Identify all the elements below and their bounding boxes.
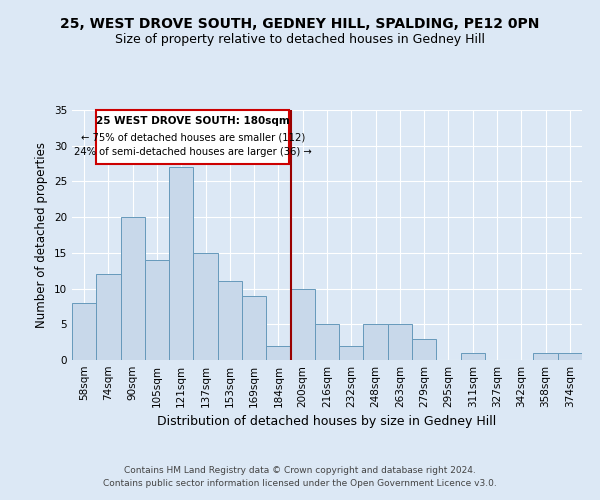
Bar: [121, 217, 145, 360]
Text: Size of property relative to detached houses in Gedney Hill: Size of property relative to detached ho…: [115, 32, 485, 46]
Y-axis label: Number of detached properties: Number of detached properties: [35, 142, 49, 328]
Bar: [290, 288, 315, 360]
Bar: [242, 296, 266, 360]
Bar: [412, 338, 436, 360]
Bar: [72, 303, 96, 360]
Bar: [339, 346, 364, 360]
Text: ← 75% of detached houses are smaller (112): ← 75% of detached houses are smaller (11…: [80, 132, 305, 142]
FancyBboxPatch shape: [96, 110, 289, 164]
Bar: [218, 282, 242, 360]
Bar: [558, 353, 582, 360]
Bar: [533, 353, 558, 360]
Text: Contains HM Land Registry data © Crown copyright and database right 2024.
Contai: Contains HM Land Registry data © Crown c…: [103, 466, 497, 487]
Bar: [461, 353, 485, 360]
Bar: [96, 274, 121, 360]
Bar: [388, 324, 412, 360]
Bar: [169, 167, 193, 360]
Bar: [266, 346, 290, 360]
Text: 25, WEST DROVE SOUTH, GEDNEY HILL, SPALDING, PE12 0PN: 25, WEST DROVE SOUTH, GEDNEY HILL, SPALD…: [61, 18, 539, 32]
Text: 25 WEST DROVE SOUTH: 180sqm: 25 WEST DROVE SOUTH: 180sqm: [96, 116, 290, 126]
Bar: [145, 260, 169, 360]
Bar: [364, 324, 388, 360]
Text: 24% of semi-detached houses are larger (36) →: 24% of semi-detached houses are larger (…: [74, 147, 311, 157]
X-axis label: Distribution of detached houses by size in Gedney Hill: Distribution of detached houses by size …: [157, 416, 497, 428]
Bar: [193, 253, 218, 360]
Bar: [315, 324, 339, 360]
